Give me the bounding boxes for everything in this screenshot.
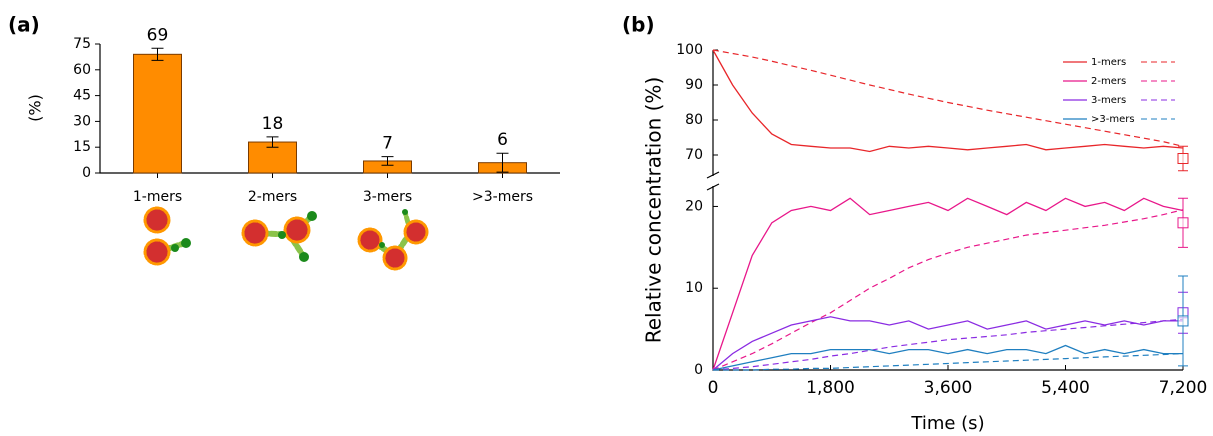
x-tick-label: 3-mers: [363, 189, 412, 205]
x-tick-label: 1,800: [806, 378, 855, 398]
y-tick-label: 90: [685, 77, 703, 93]
model-line: [712, 209, 1184, 371]
y-tick-label: 70: [685, 147, 703, 163]
end-marker: [1177, 315, 1189, 327]
y-tick-label: 0: [694, 362, 703, 378]
error-bar: [381, 156, 394, 166]
x-tick-label: 1-mers: [133, 189, 182, 205]
molecule-icons: [143, 206, 429, 271]
y-tick-label: 45: [73, 88, 91, 104]
axis-break: [706, 171, 720, 191]
legend-label: 1-mers: [1091, 57, 1126, 68]
value-label: 18: [262, 114, 284, 134]
y-tick-label: 15: [73, 139, 91, 155]
model-line: [713, 353, 1184, 371]
series-line: [712, 49, 1184, 153]
panel-label: (b): [622, 13, 655, 37]
legend-label: 3-mers: [1091, 95, 1126, 106]
end-marker: [1177, 153, 1189, 164]
legend-label: 2-mers: [1091, 76, 1126, 87]
y-tick-label: 100: [676, 42, 703, 58]
panel-label: (a): [8, 13, 40, 37]
x-tick-label: >3-mers: [472, 189, 533, 205]
y-tick-label: 80: [685, 112, 703, 128]
y-tick-label: 30: [73, 113, 91, 129]
y-axis-label: (%): [26, 94, 45, 122]
x-axis-label: Time (s): [910, 413, 984, 434]
model-line: [712, 49, 1184, 147]
x-tick-label: 7,200: [1159, 378, 1208, 398]
y-tick-label: 0: [82, 165, 91, 181]
x-tick-label: 0: [708, 378, 719, 398]
legend-label: >3-mers: [1091, 114, 1135, 125]
series-line: [712, 197, 1184, 371]
x-tick-label: 3,600: [924, 378, 973, 398]
y-tick-label: 10: [685, 280, 703, 296]
y-axis-label: Relative concentration (%): [642, 77, 666, 344]
y-tick-label: 60: [73, 62, 91, 78]
bar: [133, 53, 182, 174]
x-tick-label: 5,400: [1041, 378, 1090, 398]
series-line: [712, 316, 1183, 371]
error-bar: [151, 47, 164, 61]
value-label: 6: [497, 130, 508, 150]
model-line: [712, 318, 1184, 371]
error-bar: [496, 152, 509, 173]
error-bar: [266, 136, 279, 148]
y-tick-label: 75: [73, 36, 91, 52]
end-marker: [1177, 217, 1189, 229]
x-tick-label: 2-mers: [248, 189, 297, 205]
y-tick-label: 20: [685, 198, 703, 214]
series-line: [712, 344, 1183, 371]
value-label: 7: [382, 134, 393, 154]
value-label: 69: [147, 25, 169, 45]
